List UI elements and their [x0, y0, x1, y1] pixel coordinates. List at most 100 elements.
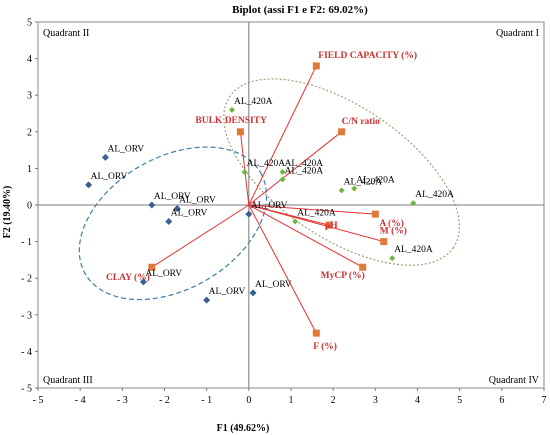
point-label: AL_ORV	[145, 269, 182, 279]
chart-title: Biplot (assi F1 e F2: 69.02%)	[232, 4, 368, 16]
x-tick-label: 3	[373, 395, 378, 406]
variable-label: pH	[325, 221, 338, 231]
y-tick-label: - 3	[21, 310, 32, 321]
variable-marker	[338, 128, 346, 136]
variable-vector	[248, 204, 384, 243]
y-tick-label: 4	[27, 54, 32, 65]
point-al-orv	[101, 153, 109, 161]
point-al-420a	[338, 187, 345, 194]
variable-label: A (%)	[379, 218, 404, 229]
point-al-orv	[249, 289, 257, 297]
point-al-420a	[351, 185, 358, 192]
y-tick-label: - 4	[21, 347, 32, 358]
x-tick-label: 6	[499, 395, 504, 406]
x-tick-label: - 3	[117, 395, 128, 406]
point-al-420a	[279, 169, 286, 176]
quadrant-label: Quadrant I	[496, 28, 539, 39]
point-label: AL_420A	[234, 97, 273, 107]
point-al-orv	[245, 210, 253, 218]
variable-label: F (%)	[313, 341, 337, 352]
variable-marker	[312, 329, 320, 337]
variable-vector	[248, 131, 342, 206]
variable-marker	[380, 238, 388, 246]
variable-marker	[325, 221, 333, 229]
point-al-orv	[148, 201, 156, 209]
variable-marker	[359, 263, 367, 271]
y-tick-label: 0	[27, 201, 32, 212]
y-tick-label: 3	[27, 91, 32, 102]
point-al-orv	[85, 181, 93, 189]
variable-vector	[248, 65, 317, 206]
y-tick-label: 5	[27, 18, 32, 29]
variable-label: BULK DENSITY	[195, 116, 267, 126]
point-label: AL_ORV	[91, 172, 128, 182]
point-al-orv	[173, 205, 181, 213]
point-al-orv	[165, 217, 173, 225]
point-label: AL_ORV	[255, 280, 292, 290]
y-tick-label: 1	[27, 164, 32, 175]
variable-vector	[248, 204, 317, 334]
point-label: AL_420A	[415, 190, 454, 200]
variable-vector	[151, 204, 250, 268]
x-tick-label: - 1	[201, 395, 212, 406]
x-tick-label: 4	[415, 395, 420, 406]
quadrant-label: Quadrant IV	[489, 375, 540, 386]
y-axis-title: F2 (19.40%)	[2, 186, 13, 239]
y-tick-label: - 1	[21, 237, 32, 248]
point-al-420a	[228, 106, 235, 113]
group-ellipses	[78, 78, 460, 301]
point-label: AL_ORV	[209, 287, 246, 297]
point-al-orv	[203, 296, 211, 304]
point-label: AL_420A	[344, 177, 383, 187]
point-label: AL_ORV	[154, 192, 191, 202]
variable-label: M (%)	[380, 226, 407, 237]
x-tick-label: 2	[331, 395, 336, 406]
x-tick-label: 0	[246, 395, 251, 406]
x-tick-label: - 4	[75, 395, 86, 406]
point-al-420a	[279, 176, 286, 183]
y-tick-label: - 5	[21, 384, 32, 395]
variable-label: C/N ratio	[342, 117, 381, 127]
variable-marker	[312, 62, 320, 70]
point-label: AL_ORV	[171, 208, 208, 218]
variable-label: MyCP (%)	[321, 270, 365, 281]
variable-marker	[148, 263, 156, 271]
variable-marker	[236, 128, 244, 136]
ellipse-al-420a	[223, 78, 460, 266]
point-label: AL_420A	[285, 159, 324, 169]
point-label: AL_ORV	[251, 201, 288, 211]
y-tick-label: 2	[27, 127, 32, 138]
quadrant-label: Quadrant II	[43, 28, 89, 39]
point-label: AL_ORV	[107, 144, 144, 154]
ellipse-al-orv	[78, 146, 268, 301]
variable-vector	[248, 204, 363, 268]
variable-vector	[239, 131, 250, 206]
x-tick-label: - 5	[33, 395, 44, 406]
y-tick-label: - 2	[21, 274, 32, 285]
variable-marker	[371, 210, 379, 218]
point-al-orv	[139, 278, 147, 286]
variable-vector	[248, 204, 376, 215]
observation-points: AL_ORV AL_ORV AL_ORV AL_ORV AL_ORV AL_ORV AL_O…	[85, 97, 454, 304]
variable-label: CLAY (%)	[106, 272, 150, 283]
point-label: AL_420A	[394, 245, 433, 255]
point-label: AL_420A	[356, 176, 395, 186]
point-al-420a	[410, 200, 417, 207]
tick-labels: - 5 - 4 - 3 - 2 - 1 0 1 2 3 4 5 6 7 5 4 3 2 1 0 - 1 - 2 - 3 - …	[21, 18, 546, 407]
x-tick-label: 5	[457, 395, 462, 406]
quadrant-labels: Quadrant II Quadrant I Quadrant III Quadran…	[43, 28, 540, 386]
x-tick-label: - 2	[159, 395, 170, 406]
point-label: AL_420A	[297, 208, 336, 218]
point-al-420a	[292, 218, 299, 225]
point-al-420a	[389, 255, 396, 262]
variable-vectors: FIELD CAPACITY (%) C/N ratio BULK DENSITY A…	[106, 50, 417, 352]
point-label: AL_420A	[285, 166, 324, 176]
point-label: AL_420A	[247, 159, 286, 169]
quadrant-label: Quadrant III	[43, 375, 93, 386]
x-axis-title: F1 (49.62%)	[217, 423, 270, 434]
x-tick-label: 1	[289, 395, 294, 406]
point-al-420a	[241, 169, 248, 176]
variable-label: FIELD CAPACITY (%)	[318, 50, 417, 61]
